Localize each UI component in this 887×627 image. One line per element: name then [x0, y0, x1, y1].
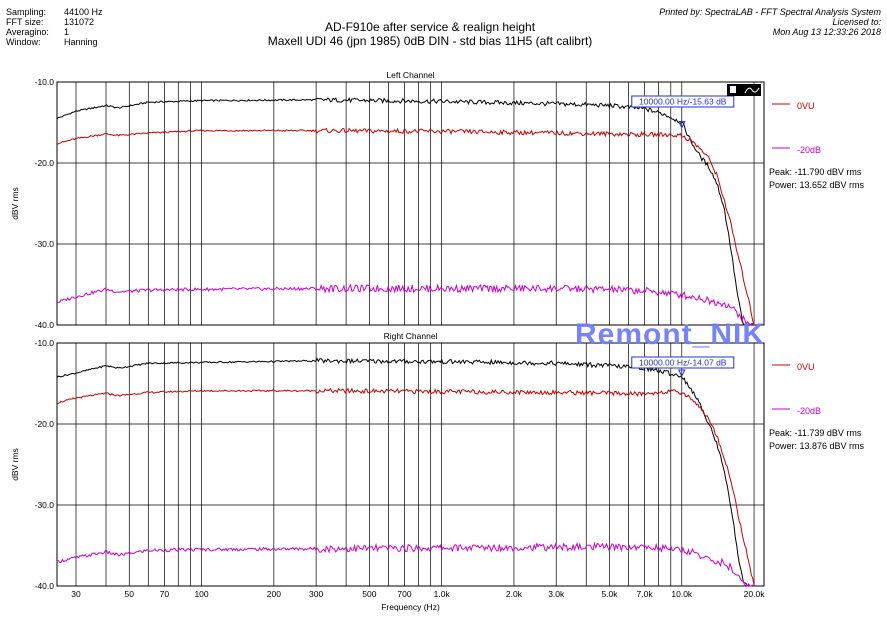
left-legend-0vu: 0VU — [797, 101, 815, 111]
x-tick-label: 50 — [125, 589, 135, 599]
left-legend-20db: -20dB — [797, 145, 822, 155]
x-tick-label: 500 — [362, 589, 376, 599]
trace-reference — [56, 97, 755, 326]
x-axis-label: Frequency (Hz) — [381, 602, 440, 612]
title-line-2: Maxell UDI 46 (jpn 1985) 0dB DIN - std b… — [267, 34, 593, 48]
right-peak-stat: Peak: -11.739 dBV rms — [769, 428, 862, 438]
averaging-value: 1 — [64, 27, 70, 37]
x-tick-label: 10.0k — [671, 589, 693, 599]
sampling-value: 44100 Hz — [64, 7, 103, 17]
trace-20db — [56, 283, 755, 326]
y-axis-label: dBV rms — [10, 187, 20, 220]
save-icon — [730, 86, 736, 93]
y-tick-label: -10.0 — [35, 338, 55, 348]
x-tick-label: 20.0k — [744, 589, 766, 599]
trace-reference — [56, 357, 755, 587]
y-tick-label: -40.0 — [35, 581, 55, 591]
cursor-readout-box — [631, 95, 735, 108]
left-power-stat: Power: 13.652 dBV rms — [769, 180, 865, 190]
fft-size-label: FFT size: — [6, 17, 44, 27]
printed-line-1: Printed by: SpectraLAB - FFT Spectral An… — [659, 7, 881, 17]
averaging-label: Averagino: — [6, 27, 49, 37]
y-tick-label: -30.0 — [35, 239, 55, 249]
y-tick-label: -40.0 — [35, 320, 55, 330]
acquisition-settings: Sampling: 44100 Hz FFT size: 131072 Averag… — [6, 7, 103, 47]
printed-by-block: Printed by: SpectraLAB - FFT Spectral An… — [659, 7, 881, 37]
x-tick-label: 1.0k — [434, 589, 451, 599]
plot-frame — [56, 81, 765, 326]
window-value: Hanning — [64, 37, 98, 47]
right-power-stat: Power: 13.876 dBV rms — [769, 441, 865, 451]
panel-right: -10.0 -20.0 -30.0 -40.0 dBV rms Right Channel… — [10, 331, 790, 612]
x-tick-label: 5.0k — [601, 589, 618, 599]
x-tick-label: 30 — [71, 589, 81, 599]
x-tick-label: 300 — [309, 589, 323, 599]
sampling-label: Sampling: — [6, 7, 47, 17]
y-tick-label: -10.0 — [35, 77, 55, 87]
x-tick-label: 700 — [397, 589, 411, 599]
plot-frame — [56, 342, 765, 587]
plot-toolbar-icon — [727, 84, 761, 96]
fft-size-value: 131072 — [64, 17, 95, 27]
trace-20db — [56, 541, 755, 587]
y-axis-label: dBV rms — [10, 448, 20, 481]
right-legend-0vu: 0VU — [797, 362, 815, 372]
chart-title: AD-F910e after service & realign height … — [200, 20, 660, 48]
watermark-text: Remont_NIK — [575, 318, 766, 351]
right-legend-20db: -20dB — [797, 406, 822, 416]
printed-line-3: Mon Aug 13 12:33:26 2018 — [772, 27, 881, 37]
printed-line-2: Licensed to: — [832, 17, 881, 27]
y-tick-label: -20.0 — [35, 158, 55, 168]
x-tick-label: 100 — [194, 589, 208, 599]
cursor-marker — [677, 121, 686, 129]
cursor-readout: 10000.00 Hz/-14.07 dB — [639, 358, 727, 368]
x-tick-label: 7.0k — [637, 589, 654, 599]
cursor-readout: 10000.00 Hz/-15.63 dB — [639, 97, 727, 107]
y-tick-label: -20.0 — [35, 419, 55, 429]
sine-wave-icon — [744, 87, 760, 94]
y-tick-label: -30.0 — [35, 500, 55, 510]
trace-0vu — [56, 387, 755, 586]
cursor-readout-box — [631, 356, 735, 369]
x-tick-label: 70 — [160, 589, 170, 599]
panel-title: Right Channel — [384, 331, 438, 341]
trace-0vu — [56, 127, 755, 326]
cursor-marker — [677, 369, 686, 378]
window-label: Window: — [6, 37, 41, 47]
x-tick-label: 2.0k — [506, 589, 523, 599]
x-tick-label: 3.0k — [548, 589, 565, 599]
panel-title: Left Channel — [386, 70, 434, 80]
x-tick-label: 200 — [267, 589, 281, 599]
left-peak-stat: Peak: -11.790 dBV rms — [769, 167, 862, 177]
panel-left: -10.0 -20.0 -30.0 -40.0 dBV rms Left Channel 1… — [10, 70, 790, 330]
title-line-1: AD-F910e after service & realign height — [324, 20, 536, 34]
